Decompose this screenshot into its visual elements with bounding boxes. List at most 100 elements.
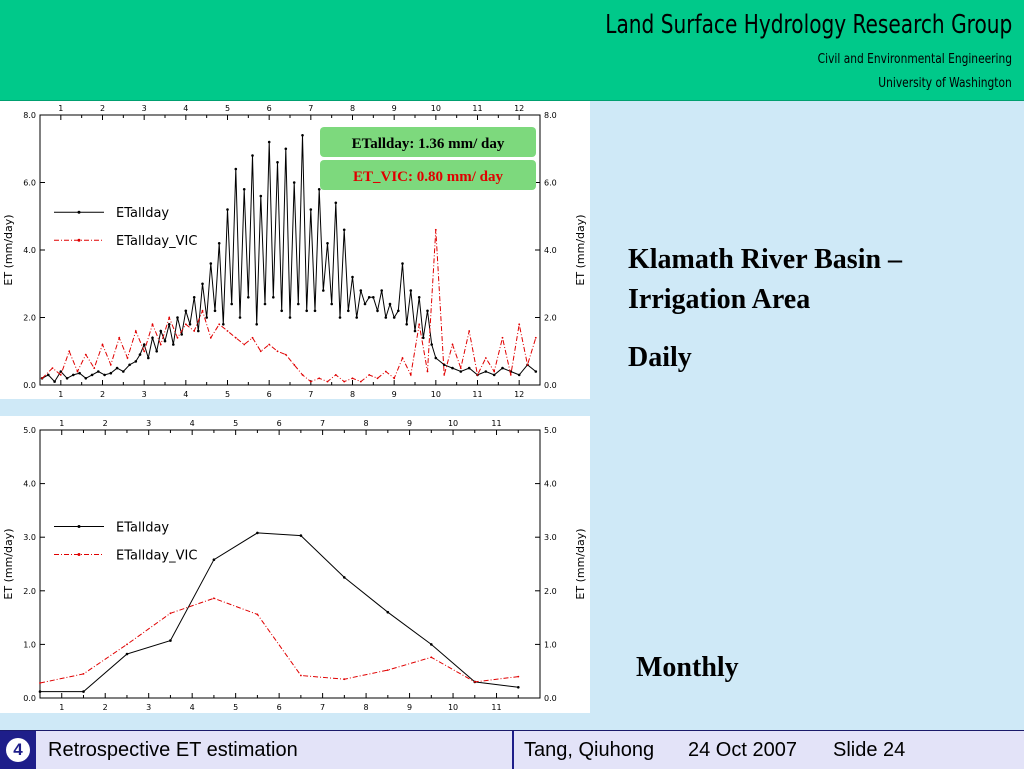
author-name: Tang, Qiuhong: [524, 739, 655, 761]
x-tick-label-bottom: 6: [277, 703, 282, 712]
data-point-etallday: [109, 371, 113, 375]
data-point-etallday: [188, 323, 192, 326]
data-point-etallday-vic: [118, 336, 121, 339]
data-point-etallday: [534, 370, 538, 373]
y-tick-label-right: 2.0: [544, 587, 557, 596]
data-point-etallday: [334, 201, 338, 205]
x-tick-label-bottom: 4: [190, 703, 195, 712]
x-tick-label-top: 2: [100, 104, 105, 113]
x-tick-label-bottom: 1: [58, 390, 63, 399]
data-point-etallday: [401, 262, 404, 265]
data-point-etallday: [342, 228, 346, 232]
data-point-etallday: [259, 194, 263, 198]
data-point-etallday: [138, 353, 142, 356]
data-point-etallday-vic: [201, 309, 204, 312]
data-point-etallday: [180, 333, 183, 336]
data-point-etallday: [72, 373, 75, 377]
data-point-etallday: [288, 316, 292, 319]
data-point-etallday: [301, 134, 304, 137]
data-point-etallday: [197, 329, 200, 333]
data-point-etallday-vic: [268, 343, 271, 346]
data-point-etallday: [251, 154, 254, 157]
footer-bar: 4 Retrospective ET estimation Tang, Qiuh…: [0, 730, 1024, 769]
data-point-etallday: [305, 309, 309, 313]
data-point-etallday: [192, 296, 196, 299]
data-point-etallday-vic: [359, 380, 362, 383]
data-point-etallday-vic: [509, 374, 512, 376]
etvic-annotation: ET_VIC: 0.80 mm/ day: [353, 169, 504, 185]
y-tick-label-right: 0.0: [544, 694, 557, 703]
x-tick-label-top: 9: [392, 104, 397, 113]
x-tick-label-bottom: 2: [100, 390, 105, 399]
data-point-etallday-vic: [59, 374, 62, 376]
data-point-etallday: [155, 350, 158, 353]
y-tick-label-left: 8.0: [23, 111, 36, 120]
data-point-etallday: [267, 140, 271, 144]
data-point-etallday-vic: [218, 323, 221, 326]
data-point-etallday: [517, 373, 521, 377]
group-title: Land Surface Hydrology Research Group: [604, 10, 1012, 40]
x-tick-label-bottom: 7: [320, 703, 325, 712]
y-tick-label-right: 4.0: [544, 246, 557, 255]
data-point-etallday: [330, 302, 334, 306]
data-point-etallday: [226, 208, 229, 211]
x-tick-label-bottom: 7: [308, 390, 313, 399]
data-point-etallday: [213, 309, 217, 313]
x-tick-label-top: 1: [58, 104, 63, 113]
data-point-etallday-vic: [41, 377, 43, 380]
data-point-etallday-vic: [468, 330, 471, 332]
data-point-etallday-vic: [386, 669, 389, 671]
y-tick-label-left: 4.0: [23, 246, 36, 255]
x-tick-label-bottom: 9: [392, 390, 397, 399]
data-point-etallday-vic: [343, 380, 346, 383]
data-point-etallday: [343, 576, 346, 579]
data-point-etallday: [313, 309, 317, 313]
data-point-etallday: [159, 329, 163, 333]
data-point-etallday-vic: [226, 330, 229, 332]
data-point-etallday: [115, 366, 119, 370]
data-point-etallday: [103, 373, 106, 377]
x-tick-label-bottom: 8: [364, 703, 369, 712]
data-point-etallday: [230, 302, 233, 306]
y-tick-label-left: 2.0: [23, 314, 36, 323]
monthly-et-chart: 0.0 0.0 1.0 1.0 2.0 2.0 3.0 3.0 4.0 4.0 5.0 5.0 1 1 2 2…: [0, 416, 590, 713]
y-tick-label-right: 1.0: [544, 640, 557, 649]
series-line-etallday-vic: [41, 229, 537, 383]
data-point-etallday: [201, 282, 204, 286]
data-point-etallday: [255, 323, 258, 326]
data-point-etallday-vic: [209, 336, 212, 339]
x-tick-label-top: 10: [448, 419, 458, 428]
legend-label: ETallday_VIC: [116, 548, 197, 563]
slide-number-icon: 4: [0, 731, 36, 769]
data-point-etallday-vic: [151, 323, 154, 326]
header-banner: Land Surface Hydrology Research Group Ci…: [0, 0, 1024, 101]
data-point-etallday-vic: [434, 228, 437, 231]
y-tick-label-left: 2.0: [23, 587, 36, 596]
data-point-etallday-vic: [443, 374, 446, 376]
data-point-etallday: [263, 302, 267, 306]
legend-label: ETallday: [116, 206, 169, 221]
x-tick-label-top: 8: [350, 104, 355, 113]
data-point-etallday: [242, 188, 246, 191]
data-point-etallday: [326, 242, 329, 245]
data-point-etallday: [338, 316, 342, 319]
monthly-chart-svg: 0.0 0.01.0 1.02.0 2.03.0 3.04.0 4.05.0 5.01122…: [2, 419, 587, 712]
x-tick-label-bottom: 4: [183, 390, 188, 399]
data-point-etallday: [363, 302, 367, 306]
data-point-etallday-vic: [343, 678, 346, 681]
data-point-etallday: [372, 296, 375, 299]
data-point-etallday-vic: [51, 367, 54, 369]
data-point-etallday-vic: [451, 343, 454, 346]
data-point-etallday: [167, 323, 171, 326]
data-point-etallday-vic: [76, 370, 79, 373]
series-line-etallday: [40, 532, 519, 693]
data-point-etallday: [142, 343, 146, 346]
data-point-etallday-vic: [101, 343, 104, 346]
data-point-etallday-vic: [256, 613, 259, 616]
data-point-etallday-vic: [501, 336, 504, 339]
data-point-etallday-vic: [68, 350, 71, 353]
y-axis-label-left: ET (mm/day): [2, 214, 15, 285]
data-point-etallday-vic: [318, 377, 321, 380]
y-tick-label-right: 3.0: [544, 533, 557, 542]
data-point-etallday-vic: [484, 357, 487, 359]
